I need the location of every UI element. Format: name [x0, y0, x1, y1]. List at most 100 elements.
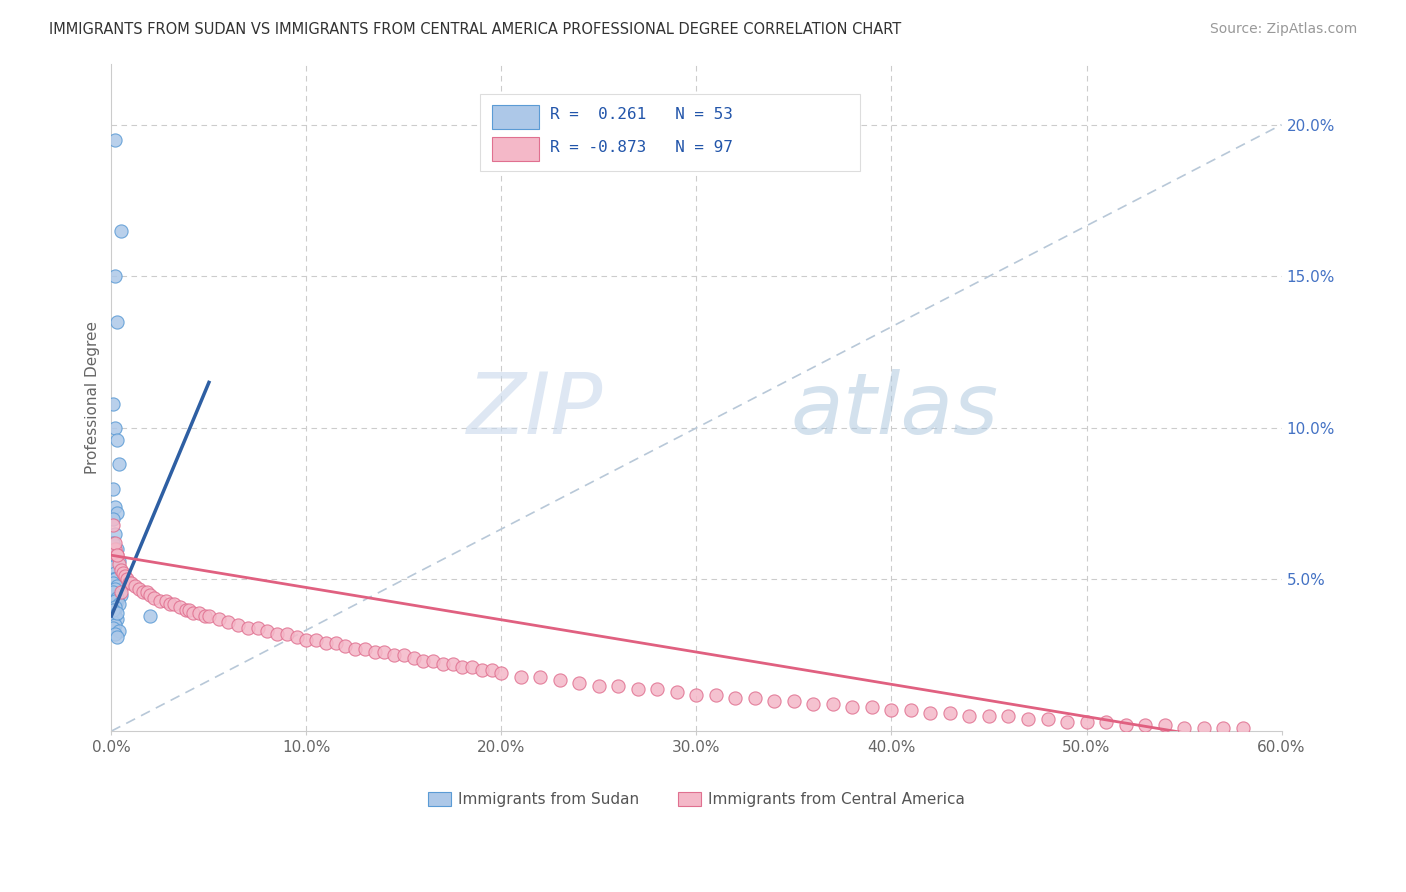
- Point: [256, 624, 278, 638]
- Point: [103, 397, 125, 411]
- Point: [108, 597, 131, 611]
- FancyBboxPatch shape: [492, 136, 538, 161]
- Point: [104, 542, 127, 557]
- Point: [783, 694, 806, 708]
- Point: [103, 573, 125, 587]
- Point: [471, 664, 494, 678]
- Point: [104, 627, 127, 641]
- Point: [1036, 712, 1059, 726]
- Point: [110, 224, 132, 238]
- Legend: Immigrants from Sudan, Immigrants from Central America: Immigrants from Sudan, Immigrants from C…: [422, 786, 972, 814]
- Point: [217, 615, 239, 629]
- Point: [105, 542, 128, 557]
- Point: [108, 554, 131, 568]
- Point: [821, 697, 844, 711]
- Point: [105, 506, 128, 520]
- Point: [169, 599, 191, 614]
- Point: [104, 548, 127, 562]
- Point: [422, 654, 444, 668]
- Point: [208, 612, 231, 626]
- Point: [900, 703, 922, 717]
- Point: [139, 588, 162, 602]
- Text: R =  0.261   N = 53: R = 0.261 N = 53: [550, 106, 733, 121]
- Point: [441, 657, 464, 672]
- Point: [120, 575, 142, 590]
- Point: [481, 664, 503, 678]
- Point: [188, 606, 211, 620]
- FancyBboxPatch shape: [492, 104, 538, 128]
- Point: [104, 500, 127, 514]
- Point: [181, 606, 204, 620]
- Point: [105, 315, 128, 329]
- Point: [1192, 721, 1215, 735]
- Point: [179, 603, 201, 617]
- Point: [115, 573, 138, 587]
- Point: [118, 575, 141, 590]
- Point: [510, 669, 533, 683]
- Point: [103, 599, 125, 614]
- Point: [1133, 718, 1156, 732]
- Point: [103, 512, 125, 526]
- Point: [104, 566, 127, 581]
- Point: [128, 582, 150, 596]
- Point: [103, 591, 125, 605]
- Point: [139, 608, 162, 623]
- Text: ZIP: ZIP: [467, 369, 603, 452]
- Point: [627, 681, 650, 696]
- Point: [373, 645, 395, 659]
- Point: [124, 578, 146, 592]
- Point: [108, 624, 131, 638]
- Point: [1095, 714, 1118, 729]
- Point: [1056, 714, 1078, 729]
- Point: [880, 703, 903, 717]
- Point: [997, 709, 1019, 723]
- Point: [412, 654, 434, 668]
- Point: [104, 527, 127, 541]
- Point: [548, 673, 571, 687]
- Point: [959, 709, 981, 723]
- Point: [105, 593, 128, 607]
- FancyBboxPatch shape: [479, 94, 860, 170]
- Point: [103, 621, 125, 635]
- Point: [114, 569, 136, 583]
- Point: [704, 688, 727, 702]
- Point: [110, 588, 132, 602]
- Point: [155, 593, 177, 607]
- Point: [198, 608, 221, 623]
- Point: [276, 627, 298, 641]
- Point: [295, 633, 318, 648]
- Point: [103, 615, 125, 629]
- Point: [325, 636, 347, 650]
- Point: [105, 578, 128, 592]
- Point: [105, 591, 128, 605]
- Point: [354, 642, 377, 657]
- Point: [315, 636, 337, 650]
- Point: [135, 584, 157, 599]
- Point: [685, 688, 707, 702]
- Point: [103, 482, 125, 496]
- Point: [1153, 718, 1175, 732]
- Point: [103, 603, 125, 617]
- Point: [451, 660, 474, 674]
- Point: [149, 593, 172, 607]
- Point: [103, 536, 125, 550]
- Point: [112, 566, 135, 581]
- Point: [104, 582, 127, 596]
- Point: [491, 666, 513, 681]
- Point: [103, 575, 125, 590]
- Point: [103, 606, 125, 620]
- Point: [104, 599, 127, 614]
- Point: [104, 584, 127, 599]
- Point: [977, 709, 1000, 723]
- Point: [344, 642, 367, 657]
- Point: [665, 684, 688, 698]
- Point: [266, 627, 288, 641]
- Point: [104, 603, 127, 617]
- Point: [363, 645, 385, 659]
- Point: [103, 560, 125, 574]
- Point: [104, 269, 127, 284]
- Point: [588, 679, 610, 693]
- Point: [1212, 721, 1234, 735]
- Point: [1173, 721, 1195, 735]
- Point: [103, 593, 125, 607]
